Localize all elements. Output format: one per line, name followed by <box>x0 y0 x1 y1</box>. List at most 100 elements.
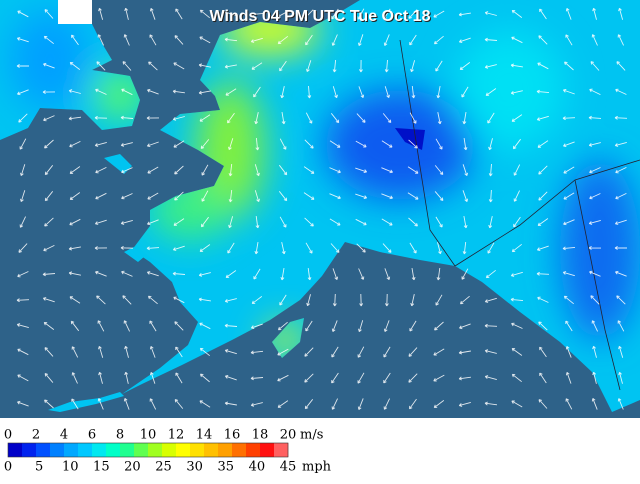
title-shadow: Winds 04 PM UTC Tue Oct 18 <box>211 9 432 26</box>
wind-arrow <box>563 295 574 305</box>
wind-arrow <box>437 242 442 255</box>
wind-arrow <box>408 373 418 383</box>
wind-arrow <box>433 348 445 356</box>
wind-arrow <box>123 34 130 46</box>
color-swatch <box>148 443 163 457</box>
wind-arrow <box>591 398 598 410</box>
wind-arrow <box>146 246 160 251</box>
wind-arrow <box>304 9 314 19</box>
wind-arrow <box>329 218 341 226</box>
wind-arrow <box>254 112 259 125</box>
wind-arrow <box>17 10 29 18</box>
wind-arrow <box>383 320 390 332</box>
wind-arrow <box>255 216 260 229</box>
wind-arrow <box>357 8 365 20</box>
wind-arrow <box>69 192 81 200</box>
wind-arrow <box>17 89 29 96</box>
wind-arrow <box>172 116 185 121</box>
wind-arrow <box>97 320 105 332</box>
wind-arrow <box>511 114 523 122</box>
wind-arrow <box>355 193 368 199</box>
wind-arrow <box>381 140 393 148</box>
wind-arrow <box>149 7 156 20</box>
wind-arrow <box>588 219 601 225</box>
wind-arrow <box>251 62 263 70</box>
wind-arrow <box>435 138 443 150</box>
wind-arrow <box>149 371 156 384</box>
wind-arrow <box>511 9 523 18</box>
wind-arrow <box>16 298 30 303</box>
mph-label: 20 <box>124 460 141 475</box>
color-swatch <box>8 443 23 457</box>
wind-arrow <box>228 216 234 229</box>
wind-arrow <box>484 11 497 16</box>
wind-arrow <box>121 167 133 174</box>
wind-arrow <box>278 191 288 202</box>
wind-arrow <box>280 86 285 99</box>
ms-label: 14 <box>196 428 213 443</box>
wind-arrow <box>225 88 237 96</box>
wind-arrow <box>96 295 106 305</box>
wind-arrow <box>359 293 363 307</box>
wind-arrow <box>253 86 261 98</box>
wind-arrow <box>174 321 184 331</box>
wind-arrow <box>306 60 312 73</box>
ms-label: 4 <box>60 428 68 443</box>
wind-arrow <box>615 270 627 277</box>
wind-arrow <box>458 376 471 381</box>
wind-arrow <box>536 115 549 121</box>
wind-arrow <box>16 64 29 68</box>
wind-arrow <box>18 113 28 123</box>
wind-arrow <box>538 321 548 331</box>
wind-arrow <box>592 7 597 20</box>
wind-arrow <box>513 164 521 176</box>
wind-arrow <box>381 167 393 174</box>
wind-arrow <box>224 37 238 42</box>
wind-arrow <box>175 346 183 358</box>
wind-arrow <box>511 348 523 356</box>
wind-arrow <box>539 346 547 358</box>
wind-arrow <box>224 298 237 303</box>
wind-arrow <box>305 112 313 124</box>
wind-arrow <box>44 191 54 202</box>
ms-label: 18 <box>252 428 269 443</box>
color-swatch <box>64 443 79 457</box>
wind-arrow <box>146 271 159 277</box>
color-swatch <box>204 443 219 457</box>
color-legend: 0 2 4 6 8 10 12 14 16 18 20 m/s0 5 10 15 20 25 30 35 40 45 mp… <box>4 428 332 475</box>
wind-arrow <box>149 346 156 358</box>
wind-arrow <box>459 62 471 71</box>
wind-arrow <box>536 245 549 252</box>
wind-arrow <box>562 88 575 95</box>
wind-arrow <box>510 90 523 95</box>
wind-arrow <box>461 86 469 98</box>
wind-arrow <box>408 217 418 227</box>
wind-arrow <box>615 88 627 95</box>
wind-arrow <box>511 400 523 408</box>
wind-arrow <box>355 140 367 148</box>
wind-arrow <box>94 246 108 250</box>
wind-arrow <box>539 372 547 384</box>
wind-arrow <box>17 348 29 356</box>
wind-arrow <box>69 140 81 148</box>
wind-arrow <box>331 346 339 358</box>
wind-arrow <box>357 346 365 358</box>
wind-arrow <box>435 294 443 306</box>
blank-tile <box>58 0 92 24</box>
wind-arrow <box>539 8 547 20</box>
wind-arrow <box>383 8 391 20</box>
wind-arrow <box>42 297 55 303</box>
wind-arrow <box>433 400 445 409</box>
wind-arrow <box>510 63 523 68</box>
color-swatch <box>176 443 191 457</box>
wind-arrow <box>44 9 54 19</box>
wind-arrow <box>227 242 235 254</box>
wind-arrow <box>43 35 54 45</box>
wind-arrow <box>614 219 627 225</box>
wind-arrow <box>124 371 129 384</box>
wind-arrow <box>458 401 471 407</box>
color-swatch <box>92 443 107 457</box>
wind-arrow <box>510 297 524 302</box>
wind-arrow <box>511 373 522 383</box>
